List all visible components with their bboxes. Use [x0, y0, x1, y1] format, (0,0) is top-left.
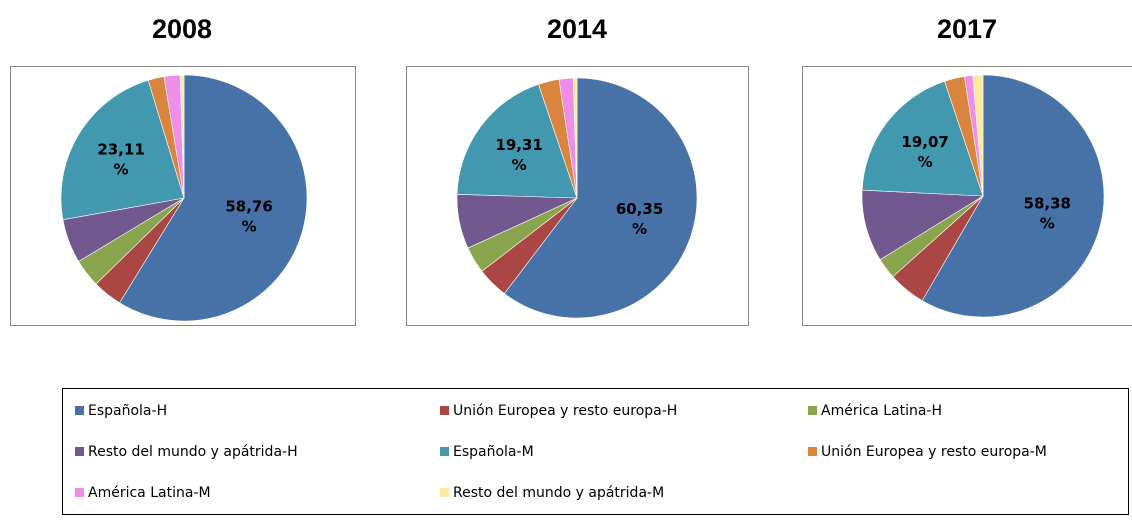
plot-frame	[802, 66, 1132, 326]
legend-swatch	[440, 488, 449, 497]
data-label: 23,11%	[97, 140, 144, 178]
legend-swatch	[808, 447, 817, 456]
pie-slice	[179, 74, 185, 199]
legend-swatch	[75, 406, 84, 415]
data-label: 58,76%	[225, 197, 272, 235]
legend-swatch	[440, 406, 449, 415]
legend-label: Resto del mundo y apátrida-H	[88, 444, 298, 460]
chart-title: 2014	[547, 14, 607, 44]
pie-slice	[861, 80, 984, 197]
legend-label: Unión Europea y resto europa-H	[453, 403, 677, 419]
pie-slice	[456, 83, 578, 199]
data-label: 19,31%	[495, 136, 542, 174]
legend-frame	[62, 388, 1129, 515]
pie-slice	[572, 77, 578, 199]
legend-label: Unión Europea y resto europa-M	[821, 444, 1047, 460]
plot-frame	[10, 66, 356, 326]
legend-label: Resto del mundo y apátrida-M	[453, 485, 664, 501]
pie-slice	[972, 74, 984, 197]
plot-frame	[406, 66, 749, 326]
data-label: 60,35%	[616, 200, 663, 238]
pie-slice	[60, 79, 185, 221]
legend-label: Española-M	[453, 444, 534, 460]
data-label: 58,38%	[1024, 194, 1071, 232]
legend-swatch	[75, 488, 84, 497]
pie-slice	[503, 77, 698, 319]
pie-slice	[119, 74, 308, 322]
legend-swatch	[808, 406, 817, 415]
chart-title: 2017	[937, 14, 997, 44]
legend-label: Española-H	[88, 403, 167, 419]
legend-label: América Latina-H	[821, 403, 942, 419]
legend-swatch	[440, 447, 449, 456]
chart-title: 2008	[152, 14, 212, 44]
pie-slice	[921, 74, 1105, 318]
legend-swatch	[75, 447, 84, 456]
data-label: 19,07%	[901, 133, 948, 171]
legend-label: América Latina-M	[88, 485, 211, 501]
